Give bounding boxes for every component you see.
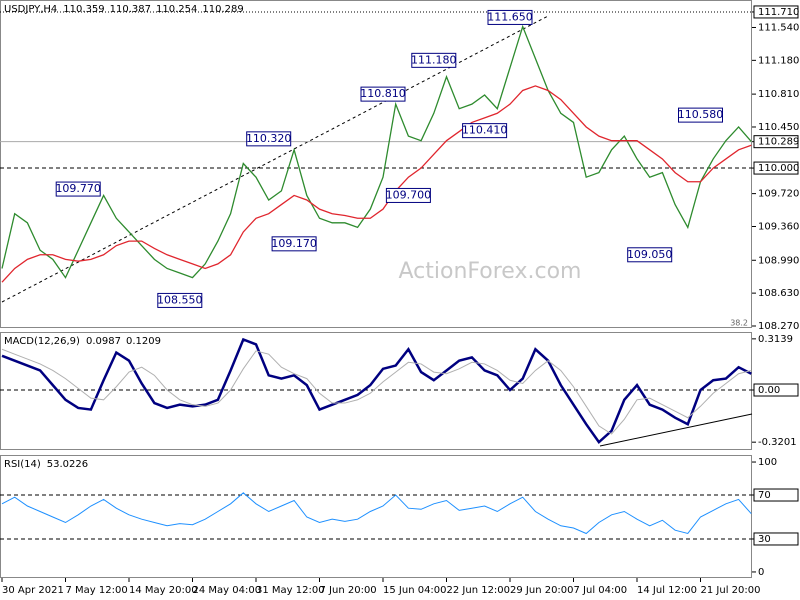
readout: 110.359 xyxy=(63,4,104,15)
annotation-label: 111.180 xyxy=(411,53,457,66)
rsi-panel xyxy=(0,455,752,578)
macd-panel xyxy=(0,332,752,450)
y-tick-label: 70 xyxy=(758,490,771,501)
annotation-label: 110.810 xyxy=(360,87,406,100)
watermark: ActionForex.com xyxy=(399,259,582,284)
readout: 0.0987 xyxy=(86,336,121,347)
annotation-label: 109.170 xyxy=(271,237,317,250)
y-tick-label: 110.289 xyxy=(758,137,799,148)
tick-box xyxy=(753,135,799,149)
series-line xyxy=(1,24,752,279)
y-tick-label: 111.540 xyxy=(758,22,799,33)
panel-title: USDJPY,H4 xyxy=(4,4,57,15)
series-line xyxy=(1,492,752,535)
y-tick-label: 111.180 xyxy=(758,55,799,66)
readout: 110.254 xyxy=(156,4,197,15)
tick-box xyxy=(753,161,799,175)
tick-box xyxy=(753,488,799,502)
annotation-label: 110.580 xyxy=(678,108,724,121)
annotation-box xyxy=(55,181,101,197)
y-tick-label: 108.630 xyxy=(758,288,799,299)
tick-box xyxy=(753,383,799,397)
annotation-label: 108.550 xyxy=(157,293,203,306)
tick-box xyxy=(753,5,799,19)
readout: 53.0226 xyxy=(47,459,88,470)
x-tick-label: 30 Apr 2021 xyxy=(2,585,64,596)
x-tick-label: 15 Jun 04:00 xyxy=(383,585,447,596)
y-tick-label: 0.3139 xyxy=(758,334,793,345)
x-tick-label: 21 Jul 20:00 xyxy=(701,585,761,596)
x-tick-label: 24 May 04:00 xyxy=(193,585,262,596)
x-tick-label: 31 May 12:00 xyxy=(256,585,325,596)
x-tick-label: 29 Jun 20:00 xyxy=(510,585,574,596)
y-tick-label: 109.360 xyxy=(758,221,799,232)
series-line xyxy=(1,337,752,445)
y-tick-label: 110.450 xyxy=(758,122,799,133)
readout: 0.1209 xyxy=(126,336,161,347)
readout: 110.387 xyxy=(110,4,151,15)
fib-label: 38.2 xyxy=(730,319,748,328)
y-tick-label: 108.270 xyxy=(758,321,799,332)
annotation-box xyxy=(360,86,406,102)
x-tick-label: 7 May 12:00 xyxy=(66,585,128,596)
y-tick-label: 30 xyxy=(758,534,771,545)
x-tick-label: 7 Jun 20:00 xyxy=(320,585,377,596)
panel-title: MACD(12,26,9) xyxy=(4,336,80,347)
trend-line xyxy=(1,15,549,303)
annotation-box xyxy=(462,123,508,139)
annotation-box xyxy=(246,131,292,147)
annotation-label: 109.770 xyxy=(55,182,101,195)
annotation-label: 109.700 xyxy=(386,188,432,201)
annotation-box xyxy=(487,9,533,25)
x-tick-label: 14 Jul 12:00 xyxy=(637,585,697,596)
annotation-box xyxy=(411,52,457,68)
y-tick-label: 111.710 xyxy=(758,7,799,18)
annotation-label: 111.650 xyxy=(487,10,533,23)
main-panel xyxy=(0,0,752,328)
y-tick-label: -0.3201 xyxy=(758,437,797,448)
y-tick-label: 109.720 xyxy=(758,189,799,200)
y-tick-label: 110.000 xyxy=(758,163,799,174)
x-tick-label: 14 May 20:00 xyxy=(129,585,198,596)
y-tick-label: 100 xyxy=(758,457,777,468)
annotation-box xyxy=(385,187,431,203)
annotation-box xyxy=(678,107,723,123)
series-line xyxy=(1,348,752,435)
series-line xyxy=(1,85,752,283)
x-tick-label: 22 Jun 12:00 xyxy=(447,585,511,596)
macd-trend-line xyxy=(599,413,753,447)
tick-box xyxy=(753,532,799,546)
y-tick-label: 0 xyxy=(758,567,764,578)
x-tick-label: 7 Jul 04:00 xyxy=(574,585,628,596)
annotation-label: 110.320 xyxy=(246,132,292,145)
panel-title: RSI(14) xyxy=(4,459,41,470)
annotation-box xyxy=(157,292,203,308)
readout: 110.289 xyxy=(202,4,243,15)
y-tick-label: 110.810 xyxy=(758,89,799,100)
annotation-box xyxy=(627,247,673,263)
annotation-box xyxy=(271,236,317,252)
annotation-label: 110.410 xyxy=(462,124,508,137)
y-tick-label: 0.00 xyxy=(758,385,780,396)
annotation-label: 109.050 xyxy=(627,248,673,261)
y-tick-label: 108.990 xyxy=(758,255,799,266)
